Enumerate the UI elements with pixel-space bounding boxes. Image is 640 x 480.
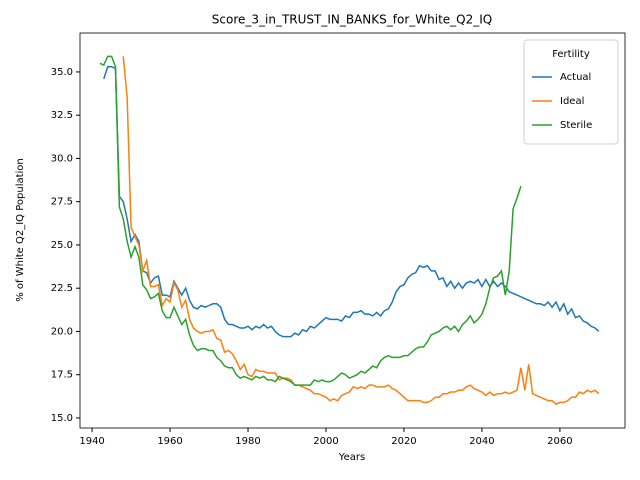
legend-label: Actual (560, 72, 591, 83)
y-tick-label: 30.0 (51, 153, 73, 164)
y-tick-label: 20.0 (51, 326, 73, 337)
y-tick-label: 22.5 (51, 283, 73, 294)
y-tick-label: 32.5 (51, 110, 73, 121)
line-series (103, 65, 600, 338)
chart-title: Score_3_in_TRUST_IN_BANKS_for_White_Q2_I… (212, 13, 492, 27)
line-series (99, 55, 522, 386)
y-tick-label: 15.0 (51, 413, 73, 424)
y-tick-label: 17.5 (51, 370, 73, 381)
plot-frame (79, 32, 626, 429)
x-tick-label: 2000 (313, 436, 338, 447)
y-tick-label: 25.0 (51, 240, 73, 251)
legend-label: Ideal (560, 96, 584, 107)
y-axis-label: % of White Q2_IQ Population (15, 158, 26, 302)
line-series (122, 56, 600, 406)
x-tick-label: 1940 (79, 436, 104, 447)
y-tick-label: 35.0 (51, 67, 73, 78)
x-tick-label: 2020 (391, 436, 416, 447)
legend-label: Sterile (560, 120, 592, 131)
x-tick-label: 2060 (547, 436, 572, 447)
x-tick-label: 2040 (469, 436, 494, 447)
legend-title: Fertility (552, 49, 590, 60)
legend-box (523, 39, 619, 145)
x-axis-label: Years (338, 452, 365, 463)
x-tick-label: 1960 (157, 436, 182, 447)
y-tick-label: 27.5 (51, 197, 73, 208)
x-tick-label: 1980 (235, 436, 260, 447)
